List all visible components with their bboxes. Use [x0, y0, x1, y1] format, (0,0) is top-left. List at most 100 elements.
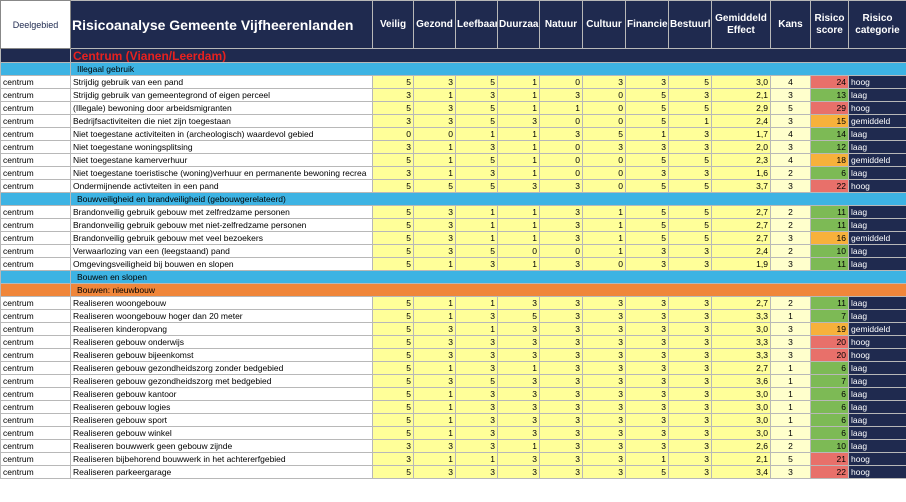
effect-score: 1	[413, 88, 456, 102]
effect-score: 1	[497, 88, 540, 102]
description: Realiseren gebouw sport	[70, 413, 373, 427]
effect-score: 1	[497, 257, 540, 271]
description: Ondermijnende activteiten in een pand	[70, 179, 373, 193]
effect-score: 0	[582, 179, 626, 193]
effect-score: 1	[413, 153, 456, 167]
effect-score: 5	[625, 205, 669, 219]
effect-score: 3	[413, 75, 456, 89]
risk-category: hoog	[848, 179, 906, 193]
risk-category: laag	[848, 244, 906, 258]
effect-score: 5	[668, 218, 712, 232]
effect-score: 3	[582, 465, 626, 479]
description: Realiseren gebouw bijeenkomst	[70, 348, 373, 362]
effect-score: 5	[497, 309, 540, 323]
risk-category: hoog	[848, 348, 906, 362]
effect-score: 3	[625, 309, 669, 323]
effect-score: 5	[455, 75, 498, 89]
effect-score: 3	[539, 231, 583, 245]
risk-score: 20	[810, 335, 849, 349]
effect-score: 1	[455, 127, 498, 141]
area: centrum	[0, 218, 71, 232]
description: Realiseren gebouw onderwijs	[70, 335, 373, 349]
area: centrum	[0, 114, 71, 128]
effect-score: 3	[497, 374, 540, 388]
effect-score: 5	[372, 309, 414, 323]
risk-score: 22	[810, 465, 849, 479]
effect-score: 1	[625, 127, 669, 141]
effect-score: 1	[413, 166, 456, 180]
risk-row: centrum Realiseren gebouw onderwijs 5 3 3 3 3 3…	[0, 335, 906, 349]
effect-score: 5	[372, 75, 414, 89]
chance: 3	[770, 88, 811, 102]
effect-score: 5	[625, 88, 669, 102]
risk-category: hoog	[848, 335, 906, 349]
effect-score: 1	[539, 101, 583, 115]
effect-score: 0	[539, 244, 583, 258]
effect-score: 5	[372, 335, 414, 349]
effect-score: 1	[413, 296, 456, 310]
effect-score: 3	[413, 439, 456, 453]
effect-score: 3	[539, 179, 583, 193]
effect-score: 3	[625, 166, 669, 180]
effect-score: 5	[625, 153, 669, 167]
effect-score: 3	[497, 387, 540, 401]
effect-score: 3	[539, 465, 583, 479]
effect-score: 3	[582, 348, 626, 362]
effect-score: 3	[413, 465, 456, 479]
effect-score: 3	[372, 88, 414, 102]
effect-score: 3	[668, 140, 712, 154]
effect-score: 3	[497, 335, 540, 349]
risk-row: centrum Realiseren gebouw winkel 5 1 3 3 3 3 3 3 3…	[0, 426, 906, 440]
chance: 1	[770, 387, 811, 401]
effect-score: 1	[413, 257, 456, 271]
area: centrum	[0, 413, 71, 427]
effect-score: 0	[582, 88, 626, 102]
effect-score: 3	[497, 296, 540, 310]
risk-row: centrum Ondermijnende activteiten in een …	[0, 179, 906, 193]
chance: 5	[770, 452, 811, 466]
effect-score: 5	[625, 465, 669, 479]
effect-score: 1	[455, 205, 498, 219]
section-label: Illegaal gebruik	[70, 62, 906, 76]
average-effect: 3,0	[711, 322, 771, 336]
effect-score: 1	[497, 140, 540, 154]
effect-score: 3	[668, 244, 712, 258]
effect-score: 3	[455, 88, 498, 102]
effect-score: 5	[668, 231, 712, 245]
effect-score: 3	[625, 140, 669, 154]
effect-score: 3	[625, 439, 669, 453]
description: Realiseren gebouw gezondheidszorg met be…	[70, 374, 373, 388]
section-label: Bouwen: nieuwbouw	[70, 283, 906, 297]
effect-score: 1	[413, 426, 456, 440]
title: Risicoanalyse Gemeente Vijfheerenlanden	[70, 0, 373, 49]
description: Realiseren gebouw winkel	[70, 426, 373, 440]
effect-score: 3	[582, 387, 626, 401]
average-effect: 2,7	[711, 231, 771, 245]
area: centrum	[0, 335, 71, 349]
effect-score: 3	[582, 309, 626, 323]
effect-score: 3	[668, 166, 712, 180]
average-effect: 2,9	[711, 101, 771, 115]
area: centrum	[0, 374, 71, 388]
chance: 2	[770, 439, 811, 453]
average-effect: 2,3	[711, 153, 771, 167]
average-effect: 2,1	[711, 88, 771, 102]
effect-score: 3	[668, 387, 712, 401]
description: (Illegale) bewoning door arbeidsmigrante…	[70, 101, 373, 115]
risk-score: 21	[810, 452, 849, 466]
effect-score: 3	[668, 361, 712, 375]
area: centrum	[0, 257, 71, 271]
average-effect: 1,7	[711, 127, 771, 141]
effect-score: 1	[413, 413, 456, 427]
column-header: Veilig	[372, 0, 414, 49]
risk-score: 15	[810, 114, 849, 128]
risk-score: 13	[810, 88, 849, 102]
area: centrum	[0, 231, 71, 245]
effect-score: 3	[539, 361, 583, 375]
risk-category: laag	[848, 296, 906, 310]
area: centrum	[0, 387, 71, 401]
effect-score: 1	[413, 452, 456, 466]
area: centrum	[0, 426, 71, 440]
effect-score: 3	[539, 309, 583, 323]
header-row: Deelgebied Risicoanalyse Gemeente Vijfhe…	[0, 0, 906, 49]
